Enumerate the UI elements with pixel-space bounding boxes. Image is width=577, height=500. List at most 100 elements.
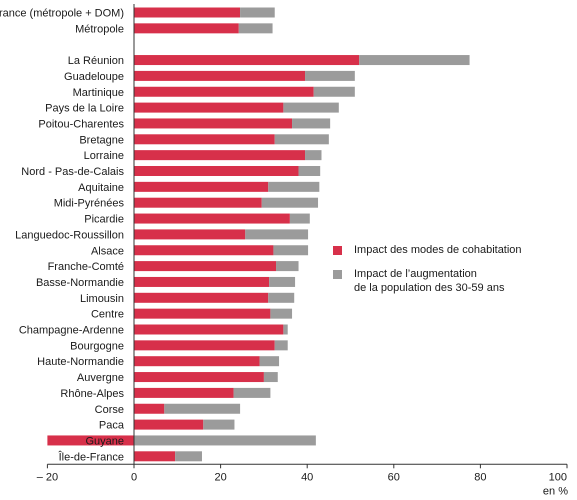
legend: Impact des modes de cohabitation Impact … bbox=[333, 243, 553, 305]
legend-item-population: Impact de l’augmentation de la populatio… bbox=[333, 267, 553, 295]
bar-segment-cohabitation bbox=[134, 419, 204, 430]
bar-segment-population bbox=[175, 451, 202, 462]
category-label: Paca bbox=[99, 420, 125, 432]
bar-segment-population bbox=[283, 324, 288, 335]
x-tick-label: – 20 bbox=[37, 471, 58, 483]
x-tick-label: 60 bbox=[388, 471, 400, 483]
x-tick-label: 40 bbox=[301, 471, 313, 483]
category-label: Midi-Pyrénées bbox=[54, 198, 125, 210]
bar-segment-population bbox=[298, 166, 321, 176]
bar-segment-population bbox=[261, 197, 319, 208]
bar-segment-cohabitation bbox=[134, 229, 246, 240]
bar-segment-cohabitation bbox=[134, 213, 290, 224]
bar-segment-population bbox=[273, 245, 309, 256]
category-label: Rhône-Alpes bbox=[60, 388, 124, 400]
x-tick-label: 100 bbox=[549, 471, 567, 483]
bar-segment-cohabitation bbox=[134, 356, 260, 367]
category-label: Nord - Pas-de-Calais bbox=[21, 166, 124, 178]
bar-segment-population bbox=[292, 118, 331, 129]
category-label: Métropole bbox=[75, 23, 124, 35]
bar-segment-cohabitation bbox=[134, 308, 271, 319]
bar-segment-population bbox=[276, 261, 299, 272]
bar-segment-cohabitation bbox=[134, 150, 306, 161]
category-label: Martinique bbox=[73, 87, 124, 99]
category-label: France (métropole + DOM) bbox=[0, 8, 124, 20]
category-label: Picardie bbox=[84, 214, 124, 226]
bar-segment-population bbox=[263, 372, 278, 383]
category-label: Pays de la Loire bbox=[45, 103, 124, 115]
bar-segment-cohabitation bbox=[134, 403, 165, 414]
x-tick-label: 80 bbox=[474, 471, 486, 483]
bar-segment-cohabitation bbox=[134, 372, 264, 383]
category-label: Guyane bbox=[85, 435, 124, 447]
bar-segment-cohabitation bbox=[134, 197, 262, 208]
bar-segment-cohabitation bbox=[134, 261, 277, 272]
bar-segment-cohabitation bbox=[134, 181, 269, 192]
category-label: Centre bbox=[91, 309, 124, 321]
bar-segment-population bbox=[238, 23, 273, 34]
bars-layer bbox=[47, 7, 470, 462]
legend-swatch-population bbox=[333, 270, 342, 279]
bar-segment-population bbox=[240, 7, 275, 18]
legend-label-population: Impact de l’augmentation de la populatio… bbox=[354, 268, 505, 294]
bar-segment-cohabitation bbox=[134, 276, 270, 287]
bar-segment-population bbox=[203, 419, 235, 430]
bar-segment-population bbox=[134, 435, 316, 446]
bar-segment-cohabitation bbox=[134, 70, 306, 81]
category-label: Languedoc-Roussillon bbox=[15, 229, 124, 241]
x-axis-label: en % bbox=[543, 485, 568, 497]
bar-segment-population bbox=[233, 387, 271, 398]
category-label: Guadeloupe bbox=[64, 71, 124, 83]
legend-swatch-cohabitation bbox=[333, 246, 342, 255]
bar-segment-population bbox=[305, 150, 322, 161]
bar-segment-cohabitation bbox=[134, 292, 269, 303]
category-label: Lorraine bbox=[84, 150, 124, 162]
bar-segment-cohabitation bbox=[134, 134, 275, 145]
category-label: Poitou-Charentes bbox=[38, 118, 124, 130]
bar-segment-population bbox=[283, 102, 339, 113]
x-axis-ticks: – 20 0 20 40 60 80 100 bbox=[37, 464, 568, 483]
bar-segment-cohabitation bbox=[134, 55, 360, 66]
bar-segment-cohabitation bbox=[134, 387, 234, 398]
x-tick-label: 0 bbox=[131, 471, 137, 483]
bar-segment-cohabitation bbox=[134, 118, 293, 129]
category-label: Limousin bbox=[80, 293, 124, 305]
category-label: Corse bbox=[95, 404, 124, 416]
category-labels: France (métropole + DOM) Métropole La Réun… bbox=[0, 8, 125, 464]
bar-segment-population bbox=[268, 181, 320, 192]
bar-segment-population bbox=[359, 55, 470, 66]
bar-segment-cohabitation bbox=[47, 435, 134, 446]
bar-segment-population bbox=[268, 292, 295, 303]
category-label: Aquitaine bbox=[78, 182, 124, 194]
category-label: Alsace bbox=[91, 245, 124, 257]
category-label: Champagne-Ardenne bbox=[19, 325, 124, 337]
bar-segment-population bbox=[164, 403, 241, 414]
bar-segment-population bbox=[259, 356, 280, 367]
bar-segment-population bbox=[313, 86, 355, 97]
category-label: Bretagne bbox=[79, 134, 124, 146]
bar-segment-population bbox=[245, 229, 309, 240]
bar-segment-population bbox=[305, 70, 355, 81]
category-label: Île-de-France bbox=[58, 450, 124, 463]
bar-segment-cohabitation bbox=[134, 340, 275, 351]
bar-segment-cohabitation bbox=[134, 451, 176, 462]
bar-segment-cohabitation bbox=[134, 7, 241, 18]
bar-segment-cohabitation bbox=[134, 245, 274, 256]
category-label: Haute-Normandie bbox=[37, 356, 124, 368]
bar-segment-population bbox=[269, 276, 296, 287]
bar-segment-population bbox=[274, 340, 288, 351]
category-label: Auvergne bbox=[77, 372, 124, 384]
bar-segment-population bbox=[270, 308, 293, 319]
category-label: Franche-Comté bbox=[48, 261, 124, 273]
bar-segment-population bbox=[289, 213, 310, 224]
x-tick-label: 20 bbox=[214, 471, 226, 483]
category-label: La Réunion bbox=[68, 55, 124, 67]
bar-segment-cohabitation bbox=[134, 166, 299, 176]
bar-segment-cohabitation bbox=[134, 324, 284, 335]
legend-item-cohabitation: Impact des modes de cohabitation bbox=[333, 243, 553, 257]
bar-segment-cohabitation bbox=[134, 86, 314, 97]
legend-label-cohabitation: Impact des modes de cohabitation bbox=[354, 244, 522, 256]
category-label: Bourgogne bbox=[70, 340, 124, 352]
category-label: Basse-Normandie bbox=[36, 277, 124, 289]
